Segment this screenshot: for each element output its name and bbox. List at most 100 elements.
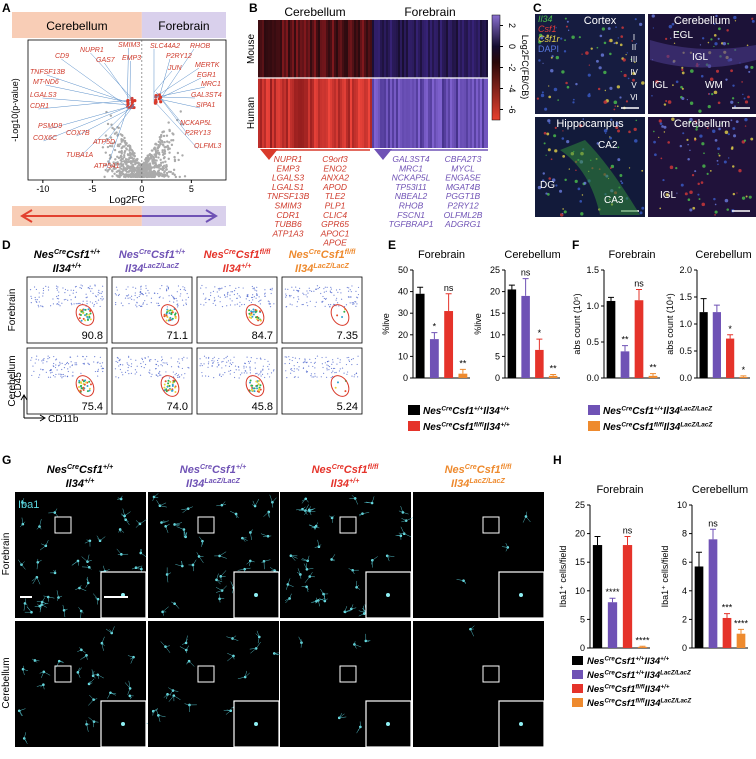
genotype-header: NesCreCsf1fl/fl (204, 247, 272, 261)
event (161, 365, 164, 367)
background-point (121, 145, 125, 148)
heatmap-cell (362, 20, 364, 78)
event (302, 361, 304, 364)
cell-signal (680, 183, 684, 187)
event (257, 383, 260, 386)
event (147, 356, 149, 358)
cell-signal (610, 164, 615, 169)
background-point (122, 165, 125, 169)
event (83, 363, 85, 365)
event (67, 289, 69, 291)
cell-signal (713, 33, 717, 37)
event (250, 311, 253, 314)
event (85, 293, 87, 295)
cell-signal (582, 118, 585, 120)
cell-signal (725, 78, 728, 81)
event (102, 367, 104, 369)
event (357, 286, 360, 289)
microglia-process (522, 516, 527, 523)
event (46, 361, 48, 363)
cell-signal (639, 211, 643, 215)
microglia-process (63, 610, 66, 618)
event (285, 296, 287, 298)
event (337, 302, 339, 304)
event (259, 357, 262, 359)
cell-signal (730, 119, 733, 122)
cell-signal (713, 45, 715, 48)
event (78, 302, 80, 304)
background-point (144, 171, 148, 174)
event (218, 374, 221, 376)
heatmap-cell (302, 78, 304, 148)
superscript: +/+ (660, 656, 669, 663)
event (249, 360, 252, 362)
microglia-process (339, 716, 347, 719)
heatmap-cell (474, 20, 476, 78)
event (75, 285, 77, 288)
event (250, 317, 253, 320)
microglia-process (284, 598, 290, 601)
heatmap-cell (352, 78, 354, 148)
cell-signal (603, 41, 607, 45)
region-label: IGL (692, 52, 709, 63)
heatmap-cell (374, 20, 376, 78)
heatmap-cell (364, 20, 366, 78)
heatmap-cell (376, 20, 378, 78)
background-point (148, 152, 152, 156)
microglia-process (183, 531, 186, 537)
microglia-process (358, 613, 365, 617)
stain-label: Csf1 (538, 24, 557, 34)
heatmap-cell (264, 20, 266, 78)
microglia-process (128, 680, 131, 689)
cell-signal (682, 132, 685, 135)
microglia-process (43, 671, 51, 676)
event (233, 371, 235, 374)
event (236, 293, 239, 295)
event (176, 291, 178, 293)
error-bar (445, 293, 452, 312)
event (323, 297, 325, 300)
background-point (170, 143, 174, 147)
cell-signal (701, 37, 705, 40)
event (54, 366, 57, 369)
microglia-process (22, 498, 25, 503)
event (207, 366, 209, 368)
microglia-process (159, 502, 167, 506)
event (169, 319, 172, 322)
event (69, 294, 71, 296)
heatmap-cell (434, 78, 436, 148)
gate (245, 375, 265, 397)
event (330, 288, 332, 290)
bar (739, 376, 748, 378)
text-part: Csf1 (452, 406, 474, 417)
event (308, 365, 310, 367)
microglia-process (269, 494, 273, 503)
microglia-process (250, 532, 252, 541)
heatmap-cell (464, 20, 466, 78)
heatmap-cell (300, 20, 302, 78)
superscript: Cre (54, 247, 66, 256)
event (184, 287, 186, 289)
region-label: DG (540, 180, 555, 191)
cell-signal (748, 70, 751, 73)
cell-signal (536, 97, 540, 100)
event (128, 373, 130, 375)
event (321, 363, 323, 365)
event (172, 379, 175, 382)
bar (708, 539, 718, 648)
gene-label: ATP1A3 (271, 228, 303, 238)
y-axis-label: Iba1⁺ cells/field (660, 546, 670, 608)
background-point (148, 163, 151, 166)
gene-label: NCKAP5L (180, 120, 212, 127)
event (63, 367, 66, 369)
bar (429, 339, 439, 378)
superscript: Cre (441, 422, 452, 429)
background-point (167, 175, 170, 178)
error-bar (550, 374, 557, 376)
event (259, 319, 262, 322)
cell-signal (554, 126, 557, 129)
heatmap-cell (412, 78, 414, 148)
colorbar-tick-label: 2 (507, 23, 517, 28)
microglia-process (216, 504, 222, 507)
event (302, 292, 304, 294)
